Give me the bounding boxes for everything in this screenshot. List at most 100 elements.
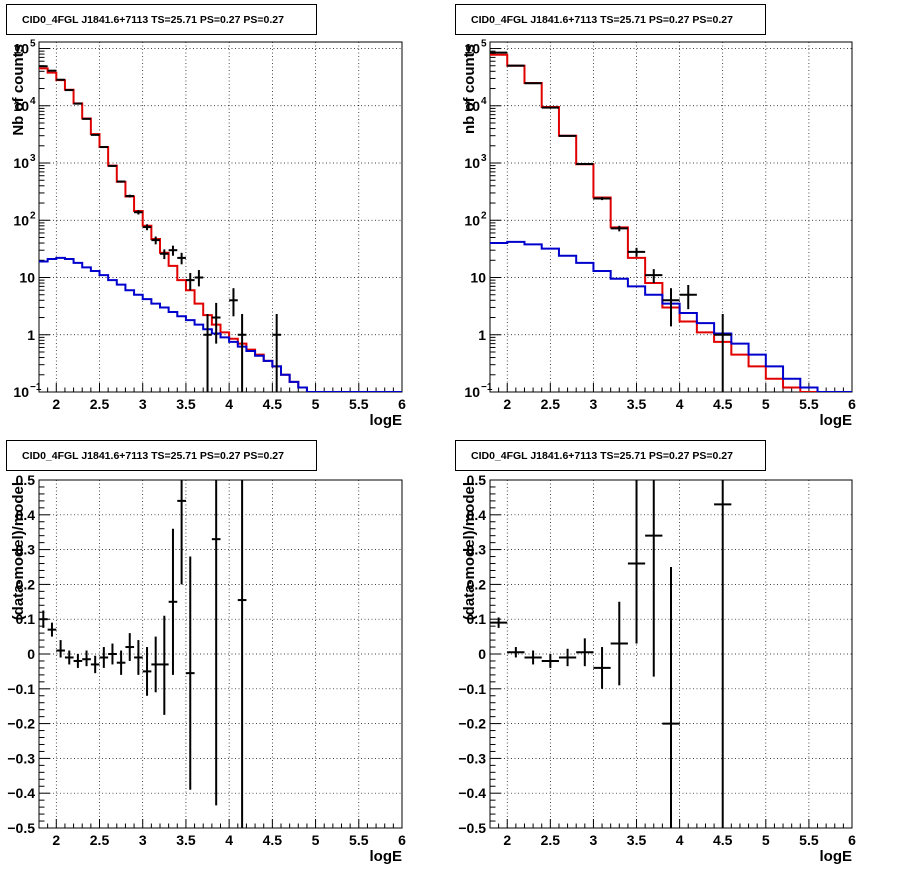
- y-tick-label: 1: [478, 327, 486, 343]
- data-point: [39, 65, 48, 68]
- y-tick-label: 10: [464, 384, 480, 400]
- data-point: [576, 163, 594, 166]
- x-tick-label: 2: [52, 396, 60, 412]
- data-point: [177, 252, 186, 265]
- chart-panel-3: CID0_4FGL J1841.6+7113 TS=25.71 PS=0.27 …: [6, 440, 406, 865]
- x-tick-label: 2.5: [541, 396, 561, 412]
- data-point: [125, 633, 135, 661]
- x-axis-label: logE: [820, 412, 853, 429]
- x-tick-label: 5: [312, 396, 320, 412]
- data-point: [82, 117, 91, 120]
- y-tick-exponent: 4: [30, 96, 36, 107]
- data-point: [714, 314, 732, 392]
- data-point: [82, 650, 91, 667]
- y-tick-exponent: −1: [30, 382, 42, 393]
- source-model-histogram: [39, 256, 402, 392]
- data-point: [116, 650, 126, 675]
- data-point: [593, 647, 611, 689]
- data-point: [558, 648, 577, 667]
- source-model-histogram: [490, 240, 852, 392]
- y-tick-label: 10: [13, 155, 29, 171]
- data-point: [679, 284, 697, 310]
- data-point: [229, 288, 238, 317]
- series-group: [490, 480, 732, 828]
- y-tick-label: 10: [13, 41, 29, 57]
- y-axis: [490, 479, 501, 829]
- data-point: [185, 272, 195, 291]
- data-point: [47, 69, 57, 72]
- total-model-histogram: [39, 67, 402, 392]
- grid: [39, 42, 402, 392]
- grid: [490, 42, 852, 392]
- y-axis: [39, 479, 50, 829]
- x-tick-label: 5.5: [349, 396, 369, 412]
- data-point: [142, 647, 152, 696]
- data-point: [73, 654, 83, 668]
- data-point: [160, 615, 169, 715]
- x-tick-label: 3.5: [176, 832, 196, 848]
- x-tick-label: 5: [762, 832, 770, 848]
- data-point: [662, 288, 680, 327]
- x-axis-label: logE: [370, 848, 403, 865]
- data-point: [134, 210, 143, 215]
- y-tick-label: 0: [27, 646, 35, 662]
- y-tick-label: 0.3: [467, 542, 487, 558]
- y-tick-label: 0.2: [16, 576, 36, 592]
- data-point: [39, 610, 48, 628]
- data-point: [237, 480, 247, 828]
- y-tick-label: −0.2: [458, 716, 486, 732]
- x-tick-label: 4.5: [263, 832, 283, 848]
- y-tick-label: 10: [464, 212, 480, 228]
- data-point: [541, 654, 559, 668]
- data-point: [168, 528, 178, 675]
- data-point: [151, 636, 160, 693]
- x-tick-label: 4: [225, 396, 233, 412]
- y-tick-label: 10: [464, 98, 480, 114]
- y-tick-label: −0.1: [458, 681, 486, 697]
- data-point: [662, 567, 680, 828]
- plot-frame: [38, 41, 403, 393]
- y-tick-label: −0.3: [458, 750, 486, 766]
- x-tick-label: 3.5: [627, 832, 647, 848]
- series-group: [490, 51, 852, 392]
- data-point: [47, 622, 57, 637]
- x-tick-label: 5.5: [349, 832, 369, 848]
- y-tick-label: 10: [464, 41, 480, 57]
- chart-panel-4: CID0_4FGL J1841.6+7113 TS=25.71 PS=0.27 …: [455, 440, 856, 865]
- data-point: [524, 650, 542, 665]
- data-point: [108, 164, 117, 167]
- x-axis: [38, 819, 403, 828]
- chart-panel-2: CID0_4FGL J1841.6+7113 TS=25.71 PS=0.27 …: [455, 4, 856, 429]
- y-tick-exponent: 5: [481, 39, 487, 50]
- y-tick-label: −0.5: [7, 820, 35, 836]
- x-axis-label: logE: [820, 848, 853, 865]
- y-tick-label: 10: [13, 384, 29, 400]
- x-tick-label: 3: [590, 396, 598, 412]
- data-point: [610, 225, 628, 232]
- x-tick-label: 4: [676, 396, 684, 412]
- data-point: [142, 224, 152, 231]
- data-point: [627, 480, 646, 644]
- chart-title: CID0_4FGL J1841.6+7113 TS=25.71 PS=0.27 …: [471, 14, 733, 26]
- grid: [490, 480, 852, 828]
- x-tick-label: 5: [312, 832, 320, 848]
- x-axis: [38, 383, 403, 392]
- data-point: [64, 89, 74, 92]
- y-tick-exponent: 5: [30, 39, 36, 50]
- data-point: [194, 270, 204, 287]
- x-tick-label: 2: [503, 832, 511, 848]
- x-tick-label: 5.5: [799, 832, 819, 848]
- data-point: [177, 480, 186, 585]
- x-tick-label: 3: [139, 832, 147, 848]
- x-tick-label: 3.5: [627, 396, 647, 412]
- y-tick-label: 10: [13, 212, 29, 228]
- grid: [39, 480, 402, 828]
- y-axis-label: (data-model)/model: [461, 482, 478, 620]
- y-tick-label: 0.1: [467, 611, 487, 627]
- y-tick-label: 0: [478, 646, 486, 662]
- x-tick-label: 4.5: [263, 396, 283, 412]
- y-tick-exponent: 4: [481, 96, 487, 107]
- x-tick-label: 3: [590, 832, 598, 848]
- y-tick-exponent: 3: [481, 153, 487, 164]
